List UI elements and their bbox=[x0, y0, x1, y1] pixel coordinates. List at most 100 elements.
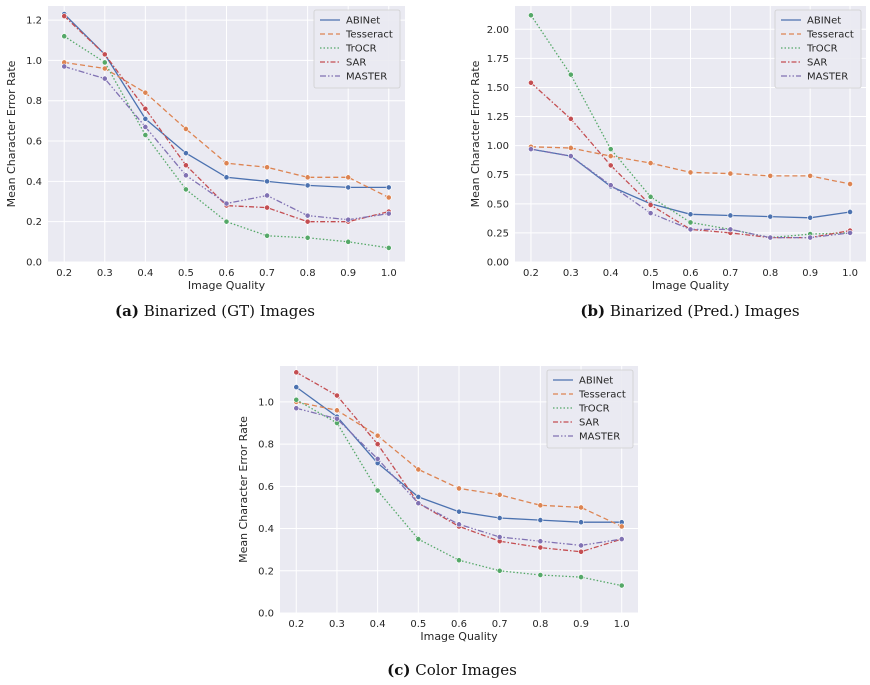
legend-label: Tesseract bbox=[806, 30, 854, 41]
data-point bbox=[415, 536, 422, 543]
data-point bbox=[687, 226, 694, 233]
data-point bbox=[647, 202, 654, 208]
data-point bbox=[567, 153, 574, 160]
x-tick-label: 0.8 bbox=[762, 268, 778, 279]
y-axis-label: Mean Character Error Rate bbox=[5, 60, 18, 207]
data-point bbox=[334, 392, 340, 399]
legend: ABINet Tesseract TrOCR SAR MASTER bbox=[313, 9, 401, 89]
x-tick-label: 1.0 bbox=[842, 268, 858, 279]
data-point bbox=[496, 534, 503, 540]
data-point bbox=[807, 234, 814, 241]
y-tick-label: 0.6 bbox=[258, 482, 274, 493]
caption-text: Color Images bbox=[411, 661, 517, 679]
data-point bbox=[264, 232, 270, 239]
data-point bbox=[537, 572, 544, 578]
data-point bbox=[345, 216, 352, 223]
data-point bbox=[727, 212, 734, 219]
x-tick-label: 0.4 bbox=[370, 619, 386, 630]
x-tick-label: 1.0 bbox=[614, 619, 630, 630]
data-point bbox=[304, 174, 311, 181]
legend-box bbox=[774, 9, 862, 89]
data-point bbox=[528, 79, 534, 86]
series-master bbox=[293, 405, 625, 549]
caption-text: Binarized (Pred.) Images bbox=[605, 302, 800, 320]
data-point bbox=[345, 238, 352, 245]
legend: ABINet Tesseract TrOCR SAR MASTER bbox=[546, 369, 634, 449]
data-point bbox=[345, 184, 352, 191]
y-tick-label: 1.00 bbox=[487, 141, 509, 152]
data-point bbox=[183, 172, 189, 179]
data-point bbox=[223, 218, 230, 225]
data-point bbox=[101, 51, 108, 58]
y-tick-label: 0.50 bbox=[487, 199, 509, 210]
x-tick-label: 0.5 bbox=[410, 619, 426, 630]
chart-3: 0.2 0.3 0.4 0.5 0.6 0.7 0.8 0.9 1.0 0.0 0.2 0.4 0.6 0… bbox=[237, 366, 638, 679]
x-tick-label: 0.5 bbox=[643, 268, 659, 279]
legend-label: SAR bbox=[579, 418, 599, 429]
series-trocr bbox=[61, 33, 392, 251]
data-point bbox=[142, 124, 149, 130]
data-point bbox=[647, 210, 654, 217]
data-point bbox=[101, 59, 108, 66]
data-point bbox=[567, 115, 574, 122]
y-tick-label: 0.2 bbox=[258, 566, 274, 577]
series-master bbox=[528, 146, 853, 241]
data-point bbox=[183, 126, 189, 132]
y-tick-label: 0.25 bbox=[487, 228, 509, 239]
legend-label: MASTER bbox=[579, 432, 620, 443]
legend-box bbox=[546, 369, 634, 449]
figure-caption: (b) Binarized (Pred.) Images bbox=[580, 302, 799, 320]
x-tick-label: 0.3 bbox=[563, 268, 579, 279]
data-point bbox=[223, 200, 230, 207]
y-tick-label: 0.4 bbox=[258, 524, 274, 535]
data-point bbox=[304, 182, 311, 189]
data-point bbox=[528, 146, 534, 153]
data-point bbox=[293, 369, 300, 376]
data-point bbox=[537, 502, 544, 509]
y-tick-label: 0.75 bbox=[487, 170, 509, 181]
legend-label: MASTER bbox=[807, 72, 848, 83]
data-point bbox=[142, 115, 149, 122]
data-point bbox=[293, 384, 300, 391]
chart-1: 0.2 0.3 0.4 0.5 0.6 0.7 0.8 0.9 1.0 0.0 0.2 0.4 0.6 0… bbox=[5, 6, 405, 320]
legend-label: TrOCR bbox=[806, 44, 838, 55]
data-point bbox=[304, 234, 311, 241]
x-tick-label: 0.3 bbox=[329, 619, 345, 630]
y-tick-label: 1.50 bbox=[487, 83, 509, 94]
legend-label: ABINet bbox=[807, 16, 841, 27]
series-tesseract bbox=[293, 398, 625, 530]
data-point bbox=[61, 33, 68, 40]
data-point bbox=[496, 515, 503, 521]
x-tick-label: 0.9 bbox=[573, 619, 589, 630]
data-point bbox=[385, 184, 392, 191]
legend: ABINet Tesseract TrOCR SAR MASTER bbox=[774, 9, 862, 89]
data-point bbox=[618, 582, 625, 589]
data-point bbox=[727, 226, 734, 233]
data-point bbox=[567, 145, 574, 151]
data-point bbox=[264, 204, 270, 211]
data-point bbox=[847, 181, 853, 187]
data-point bbox=[607, 153, 614, 160]
data-point bbox=[374, 432, 381, 439]
x-tick-label: 0.8 bbox=[300, 268, 316, 279]
data-point bbox=[183, 162, 189, 169]
data-point bbox=[767, 213, 774, 220]
data-point bbox=[183, 186, 189, 193]
x-tick-label: 0.9 bbox=[340, 268, 356, 279]
data-point bbox=[578, 519, 584, 526]
data-point bbox=[537, 544, 544, 551]
caption-tag: (b) bbox=[580, 302, 605, 320]
data-point bbox=[142, 105, 149, 112]
data-point bbox=[456, 485, 462, 492]
x-tick-label: 0.8 bbox=[532, 619, 548, 630]
y-tick-label: 0.2 bbox=[26, 217, 42, 228]
data-point bbox=[578, 548, 584, 555]
data-point bbox=[334, 407, 340, 414]
data-point bbox=[607, 146, 614, 153]
data-point bbox=[456, 508, 462, 515]
x-axis-label: Image Quality bbox=[188, 279, 266, 292]
x-tick-label: 0.6 bbox=[451, 619, 467, 630]
y-tick-label: 0.8 bbox=[26, 96, 42, 107]
data-point bbox=[618, 536, 625, 543]
data-point bbox=[374, 487, 381, 494]
